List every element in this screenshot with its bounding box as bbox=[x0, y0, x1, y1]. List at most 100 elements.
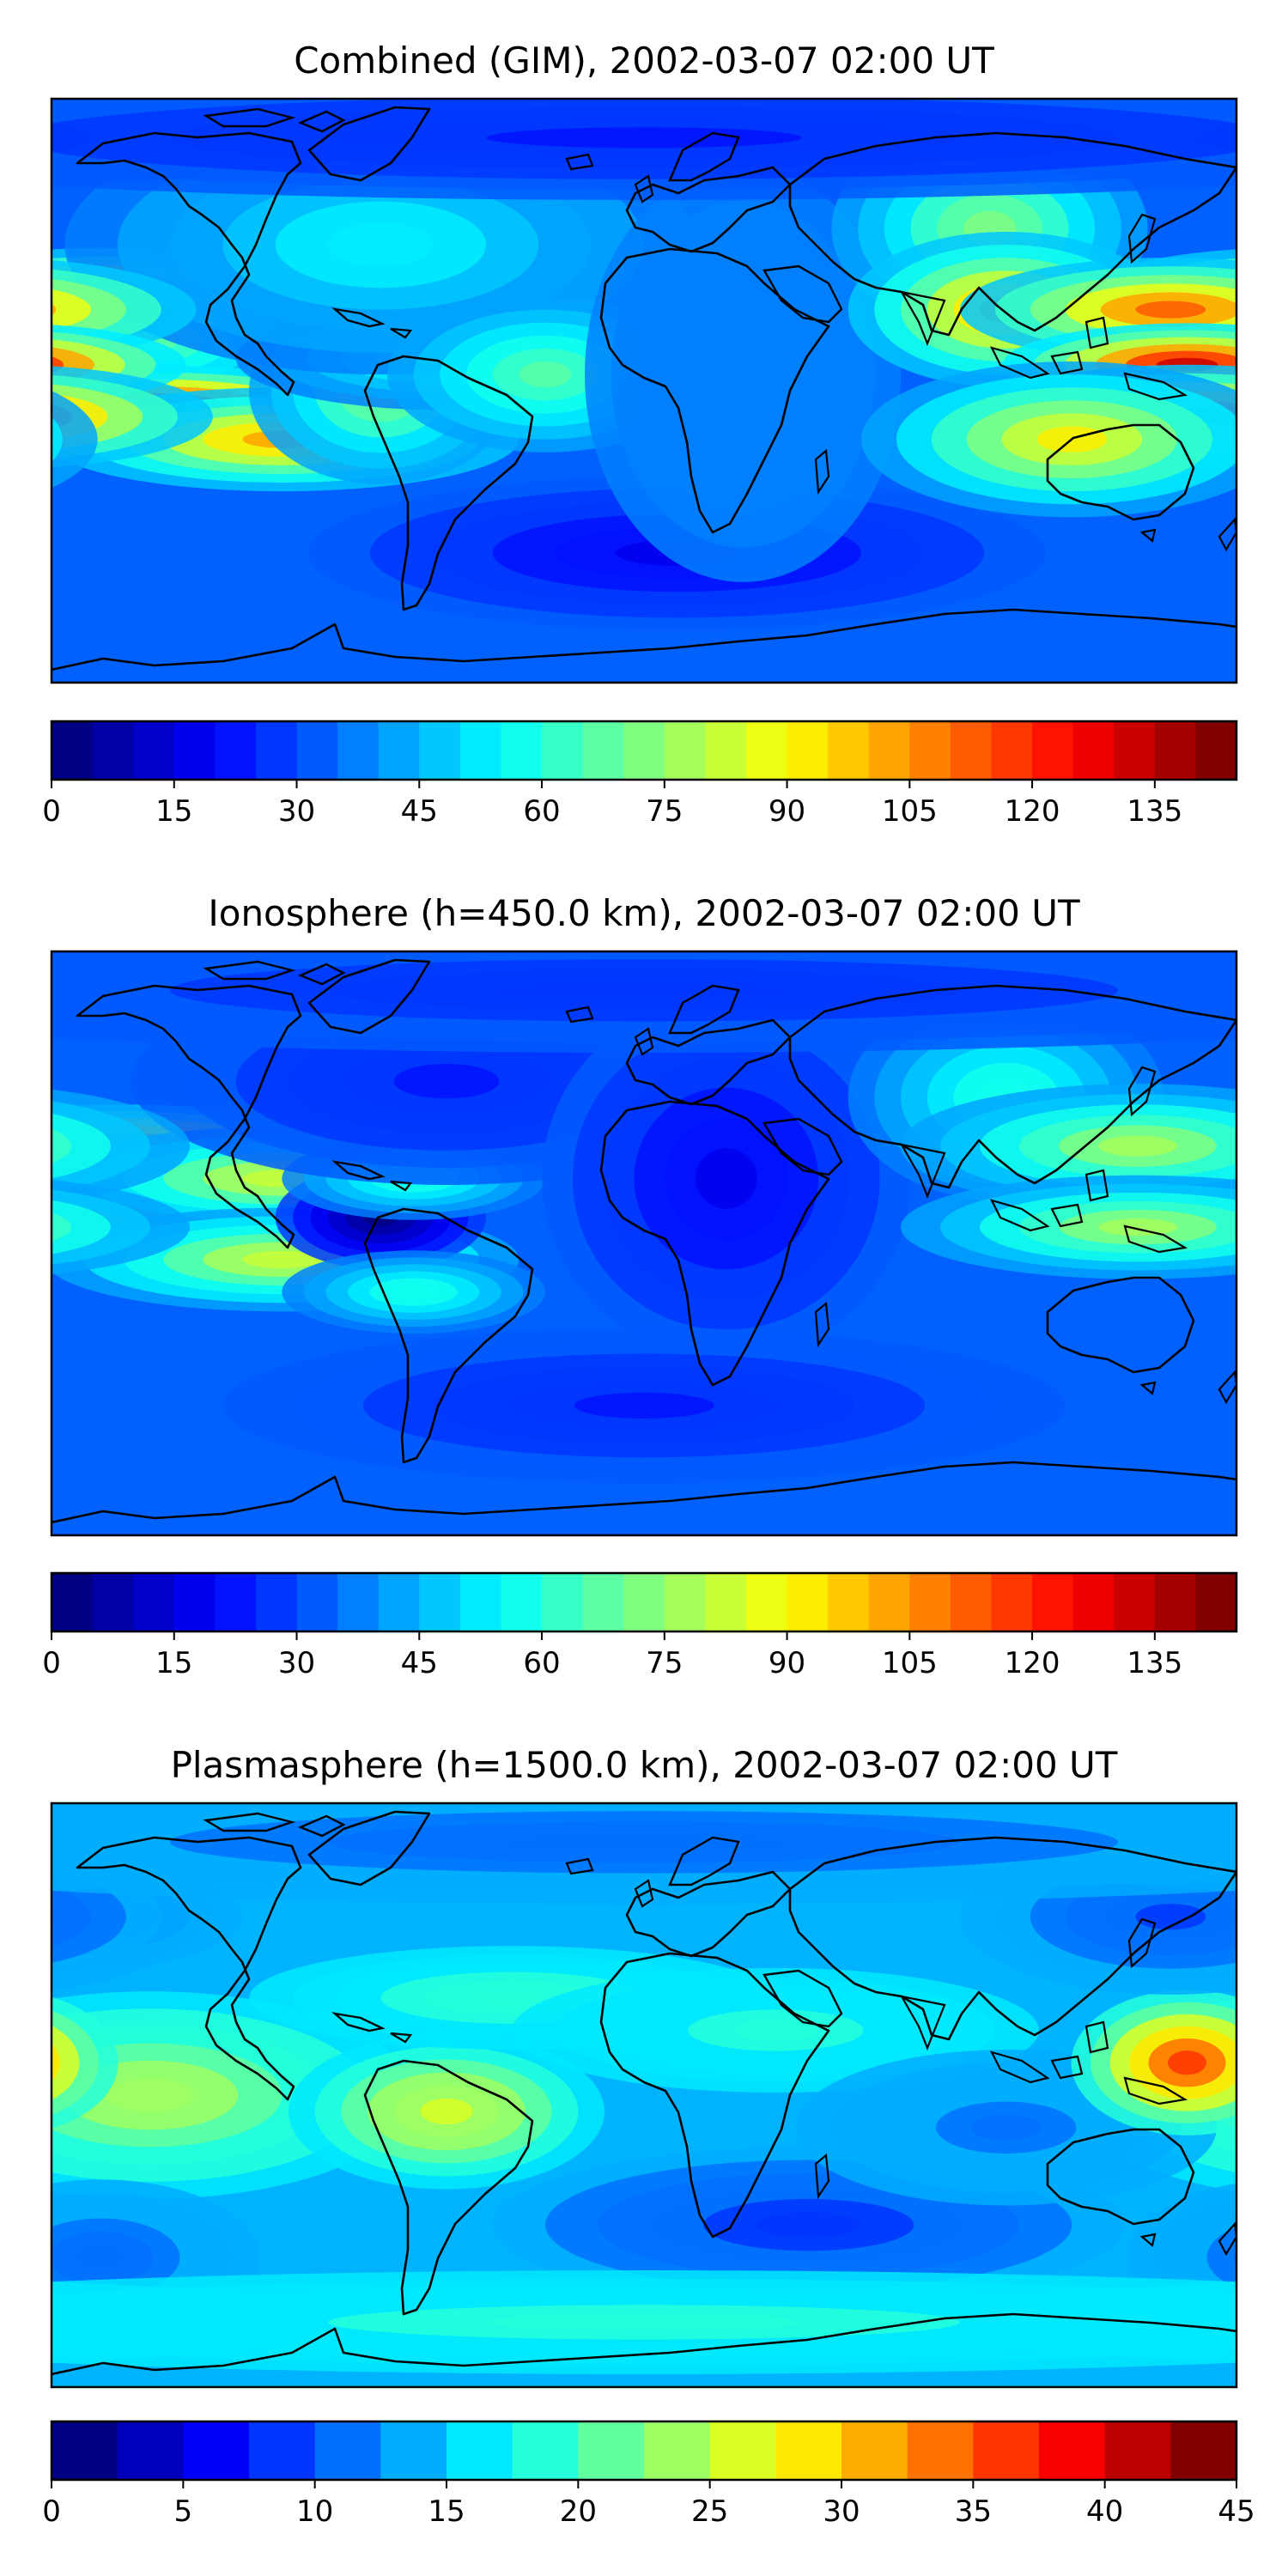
colorbar-segment bbox=[52, 2421, 118, 2480]
colorbar-segment bbox=[664, 1573, 706, 1631]
colorbar-tick-label: 75 bbox=[646, 794, 683, 829]
colorbar-tick-label: 0 bbox=[42, 2494, 61, 2529]
colorbar-segment bbox=[215, 1573, 257, 1631]
colorbar-segment bbox=[1032, 721, 1074, 780]
colorbar-tick-label: 105 bbox=[882, 794, 938, 829]
colorbar-segment bbox=[705, 1573, 747, 1631]
colorbar-segment bbox=[973, 2421, 1040, 2480]
colorbar-segment bbox=[582, 1573, 624, 1631]
colorbar-segment bbox=[542, 721, 584, 780]
colorbar-segment bbox=[787, 721, 829, 780]
colorbar-segment bbox=[644, 2421, 711, 2480]
colorbar-tick-label: 90 bbox=[769, 1646, 805, 1680]
map-frame bbox=[50, 97, 1238, 684]
colorbar-tick-label: 60 bbox=[523, 1646, 560, 1680]
colorbar-segment bbox=[909, 721, 951, 780]
panel-3: Plasmasphere (h=1500.0 km), 2002-03-07 0… bbox=[42, 1744, 1255, 2529]
colorbar-segment bbox=[249, 2421, 316, 2480]
colorbar-segment bbox=[775, 2421, 842, 2480]
colorbar-segment bbox=[133, 721, 175, 780]
colorbar-segment bbox=[419, 721, 461, 780]
colorbar-segment bbox=[542, 1573, 584, 1631]
colorbar-tick-label: 120 bbox=[1005, 1646, 1060, 1680]
colorbar-tick-label: 135 bbox=[1127, 794, 1182, 829]
colorbar-segment bbox=[255, 1573, 298, 1631]
colorbar-segment bbox=[296, 721, 338, 780]
colorbar-segment bbox=[173, 721, 216, 780]
colorbar-segment bbox=[52, 1573, 94, 1631]
colorbar-tick-label: 20 bbox=[560, 2494, 597, 2529]
tec-contour bbox=[52, 2270, 1236, 2374]
colorbar-segment bbox=[92, 1573, 134, 1631]
tec-contour bbox=[52, 99, 1236, 200]
tec-map bbox=[50, 97, 1238, 684]
colorbar-segment bbox=[828, 721, 870, 780]
tec-contour bbox=[52, 1803, 1236, 1905]
colorbar-segment bbox=[1195, 1573, 1237, 1631]
colorbar-tick-label: 135 bbox=[1127, 1646, 1182, 1680]
colorbar-tick-label: 105 bbox=[882, 1646, 938, 1680]
colorbar-segment bbox=[868, 1573, 910, 1631]
colorbar-tick-label: 30 bbox=[823, 2494, 860, 2529]
colorbar-segment bbox=[1104, 2421, 1171, 2480]
colorbar-segment bbox=[709, 2421, 776, 2480]
panel-title: Plasmasphere (h=1500.0 km), 2002-03-07 0… bbox=[171, 1744, 1118, 1786]
colorbar-segment bbox=[907, 2421, 974, 2480]
colorbar-segment bbox=[991, 1573, 1033, 1631]
colorbar-tick-label: 15 bbox=[155, 794, 192, 829]
colorbar-segment bbox=[133, 1573, 175, 1631]
panel-2: Ionosphere (h=450.0 km), 2002-03-07 02:0… bbox=[42, 892, 1238, 1680]
colorbar-tick-label: 0 bbox=[42, 794, 61, 829]
colorbar-tick-label: 60 bbox=[523, 794, 560, 829]
tec-map bbox=[50, 1801, 1238, 2389]
tec-contour bbox=[52, 361, 1236, 518]
colorbar-segment bbox=[787, 1573, 829, 1631]
colorbar-tick-label: 30 bbox=[278, 1646, 315, 1680]
tec-contour bbox=[289, 2033, 605, 2190]
colorbar-segment bbox=[909, 1573, 951, 1631]
colorbar-segment bbox=[664, 721, 706, 780]
colorbar-segment bbox=[52, 721, 94, 780]
colorbar-tick-label: 45 bbox=[401, 794, 438, 829]
panel-1: Combined (GIM), 2002-03-07 02:00 UT 0 15 30… bbox=[42, 39, 1238, 829]
colorbar-segment bbox=[337, 1573, 380, 1631]
tec-contour bbox=[542, 996, 911, 1360]
colorbar-tick-label: 0 bbox=[42, 1646, 61, 1680]
colorbar-segment bbox=[183, 2421, 250, 2480]
colorbar-segment bbox=[1114, 721, 1156, 780]
colorbar-tick-label: 25 bbox=[691, 2494, 728, 2529]
colorbar-segment bbox=[841, 2421, 908, 2480]
colorbar-segment bbox=[1195, 721, 1237, 780]
colorbar-tick-label: 30 bbox=[278, 794, 315, 829]
colorbar-segment bbox=[582, 721, 624, 780]
colorbar-tick-label: 35 bbox=[955, 2494, 992, 2529]
colorbar-tick-label: 5 bbox=[174, 2494, 193, 2529]
colorbar-segment bbox=[419, 1573, 461, 1631]
colorbar-segment bbox=[501, 721, 543, 780]
panel-title: Combined (GIM), 2002-03-07 02:00 UT bbox=[294, 39, 994, 82]
tec-contour bbox=[282, 1250, 545, 1334]
colorbar-segment bbox=[117, 2421, 184, 2480]
colorbar-segment bbox=[337, 721, 380, 780]
colorbar-segment bbox=[1032, 1573, 1074, 1631]
colorbar-segment bbox=[950, 1573, 993, 1631]
colorbar-tick-label: 75 bbox=[646, 1646, 683, 1680]
map-frame bbox=[50, 1801, 1238, 2389]
tec-contour bbox=[585, 167, 901, 582]
colorbar-segment bbox=[173, 1573, 216, 1631]
colorbar-segment bbox=[623, 1573, 665, 1631]
panel-title: Ionosphere (h=450.0 km), 2002-03-07 02:0… bbox=[208, 892, 1080, 934]
tec-contour bbox=[52, 1175, 1236, 1279]
colorbar-segment bbox=[459, 1573, 502, 1631]
colorbar-segment bbox=[512, 2421, 579, 2480]
colorbar-segment bbox=[459, 721, 502, 780]
colorbar-segment bbox=[745, 721, 788, 780]
colorbar-tick-label: 40 bbox=[1086, 2494, 1123, 2529]
colorbar: 0 15 30 45 60 75 90 105 120 135 bbox=[42, 1571, 1238, 1680]
colorbar-segment bbox=[578, 2421, 645, 2480]
colorbar-segment bbox=[255, 721, 298, 780]
colorbar-segment bbox=[1154, 1573, 1197, 1631]
colorbar-segment bbox=[1170, 2421, 1237, 2480]
colorbar-tick-label: 90 bbox=[769, 794, 805, 829]
colorbar-segment bbox=[314, 2421, 381, 2480]
